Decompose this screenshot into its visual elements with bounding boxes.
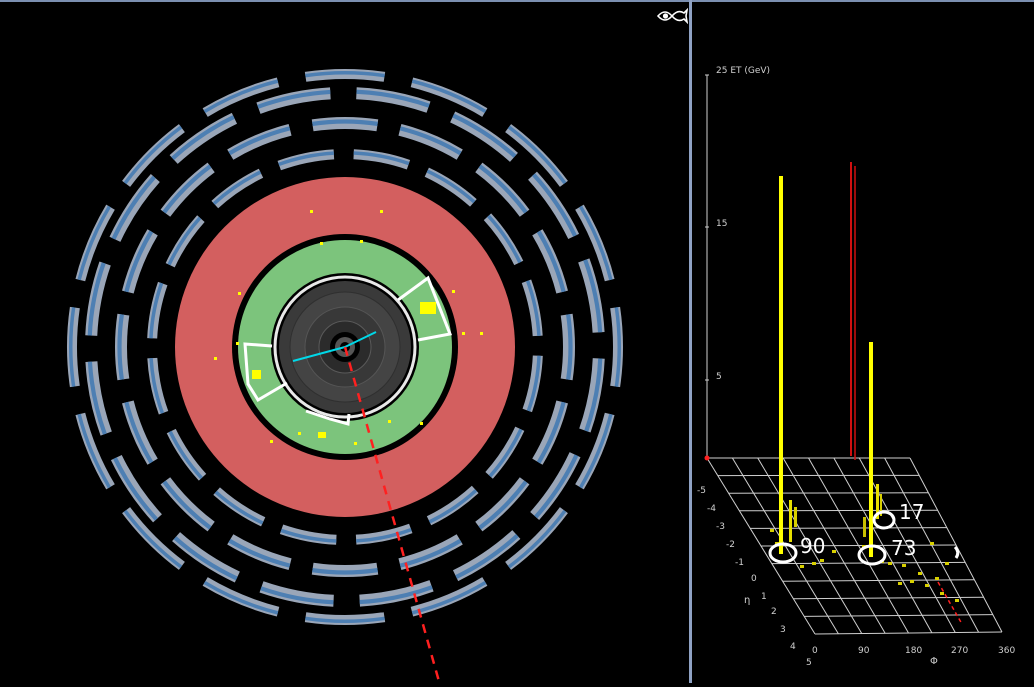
- energy-deposit: [462, 332, 465, 335]
- eta-axis-label: η: [744, 595, 750, 606]
- transverse-view-canvas[interactable]: [0, 2, 690, 683]
- energy-deposit: [310, 210, 313, 213]
- svg-text:3: 3: [780, 625, 786, 635]
- energy-tower: [420, 302, 436, 314]
- energy-deposit: [214, 357, 217, 360]
- z-tick-label: 5: [716, 372, 722, 382]
- energy-tower: [779, 176, 783, 554]
- energy-tower: [789, 500, 792, 542]
- jet-et-label: 90: [800, 534, 825, 558]
- muon-chamber-core: [478, 164, 527, 213]
- energy-deposit: [925, 584, 929, 587]
- svg-text:5: 5: [806, 658, 812, 668]
- svg-text:-1: -1: [735, 558, 744, 568]
- svg-text:-4: -4: [707, 504, 716, 514]
- jet-et-label: 73: [891, 536, 916, 560]
- energy-deposit: [420, 422, 423, 425]
- svg-text:270: 270: [951, 646, 968, 656]
- energy-tower: [794, 507, 797, 527]
- svg-text:4: 4: [790, 642, 796, 652]
- energy-deposit: [955, 599, 959, 602]
- energy-deposit: [354, 442, 357, 445]
- energy-deposit: [388, 420, 391, 423]
- svg-text:-5: -5: [697, 486, 706, 496]
- muon-chamber-core: [478, 480, 527, 529]
- energy-deposit: [930, 542, 934, 545]
- energy-deposit: [238, 292, 241, 295]
- energy-deposit: [800, 565, 804, 568]
- svg-text:360: 360: [998, 646, 1015, 656]
- energy-deposit: [320, 242, 323, 245]
- energy-deposit: [935, 577, 939, 580]
- muon-chamber-core: [162, 164, 211, 213]
- svg-text:90: 90: [858, 646, 870, 656]
- energy-tower: [252, 370, 261, 379]
- lego-plot-canvas[interactable]: 25 ET (GeV) 15 5 90 73 17: [692, 2, 1034, 683]
- origin-marker: [705, 456, 710, 461]
- energy-deposit: [898, 582, 902, 585]
- svg-text:1: 1: [761, 592, 767, 602]
- energy-deposit: [820, 559, 824, 562]
- phi-tick-labels: 0 90 180 270 360: [812, 646, 1015, 656]
- small-energy-deposits: [770, 529, 962, 624]
- svg-text:0: 0: [751, 574, 757, 584]
- energy-deposit: [360, 240, 363, 243]
- svg-text:-3: -3: [716, 522, 725, 532]
- energy-tower: [863, 517, 866, 537]
- missing-et-projection: [938, 582, 962, 624]
- energy-deposit: [480, 332, 483, 335]
- energy-deposit: [380, 210, 383, 213]
- eye-fish-icon[interactable]: [656, 6, 688, 26]
- energy-tower: [869, 342, 873, 557]
- energy-deposit: [918, 572, 922, 575]
- z-axis-title: 25 ET (GeV): [716, 66, 770, 76]
- energy-deposit: [452, 290, 455, 293]
- svg-text:0: 0: [812, 646, 818, 656]
- eta-phi-grid: [707, 458, 1002, 634]
- energy-deposit: [770, 529, 774, 532]
- svg-text:2: 2: [771, 607, 777, 617]
- energy-deposit: [910, 580, 914, 583]
- phi-axis-label: Φ: [930, 656, 938, 667]
- energy-deposit: [832, 550, 836, 553]
- energy-deposit: [298, 432, 301, 435]
- energy-deposit: [270, 440, 273, 443]
- z-tick-label: 15: [716, 219, 727, 229]
- transverse-view-panel[interactable]: [0, 0, 690, 683]
- energy-deposit: [902, 564, 906, 567]
- energy-deposit: [888, 562, 892, 565]
- muon-chamber-core: [162, 480, 211, 529]
- svg-text:180: 180: [905, 646, 922, 656]
- energy-tower: [318, 432, 326, 438]
- svg-text:-2: -2: [726, 540, 735, 550]
- energy-deposit: [945, 562, 949, 565]
- energy-deposit: [236, 342, 239, 345]
- energy-deposit: [940, 592, 944, 595]
- energy-deposit: [812, 562, 816, 565]
- lego-plot-panel[interactable]: 25 ET (GeV) 15 5 90 73 17: [692, 0, 1034, 683]
- jet-circle: [874, 512, 894, 528]
- jet-et-label: 17: [899, 500, 924, 524]
